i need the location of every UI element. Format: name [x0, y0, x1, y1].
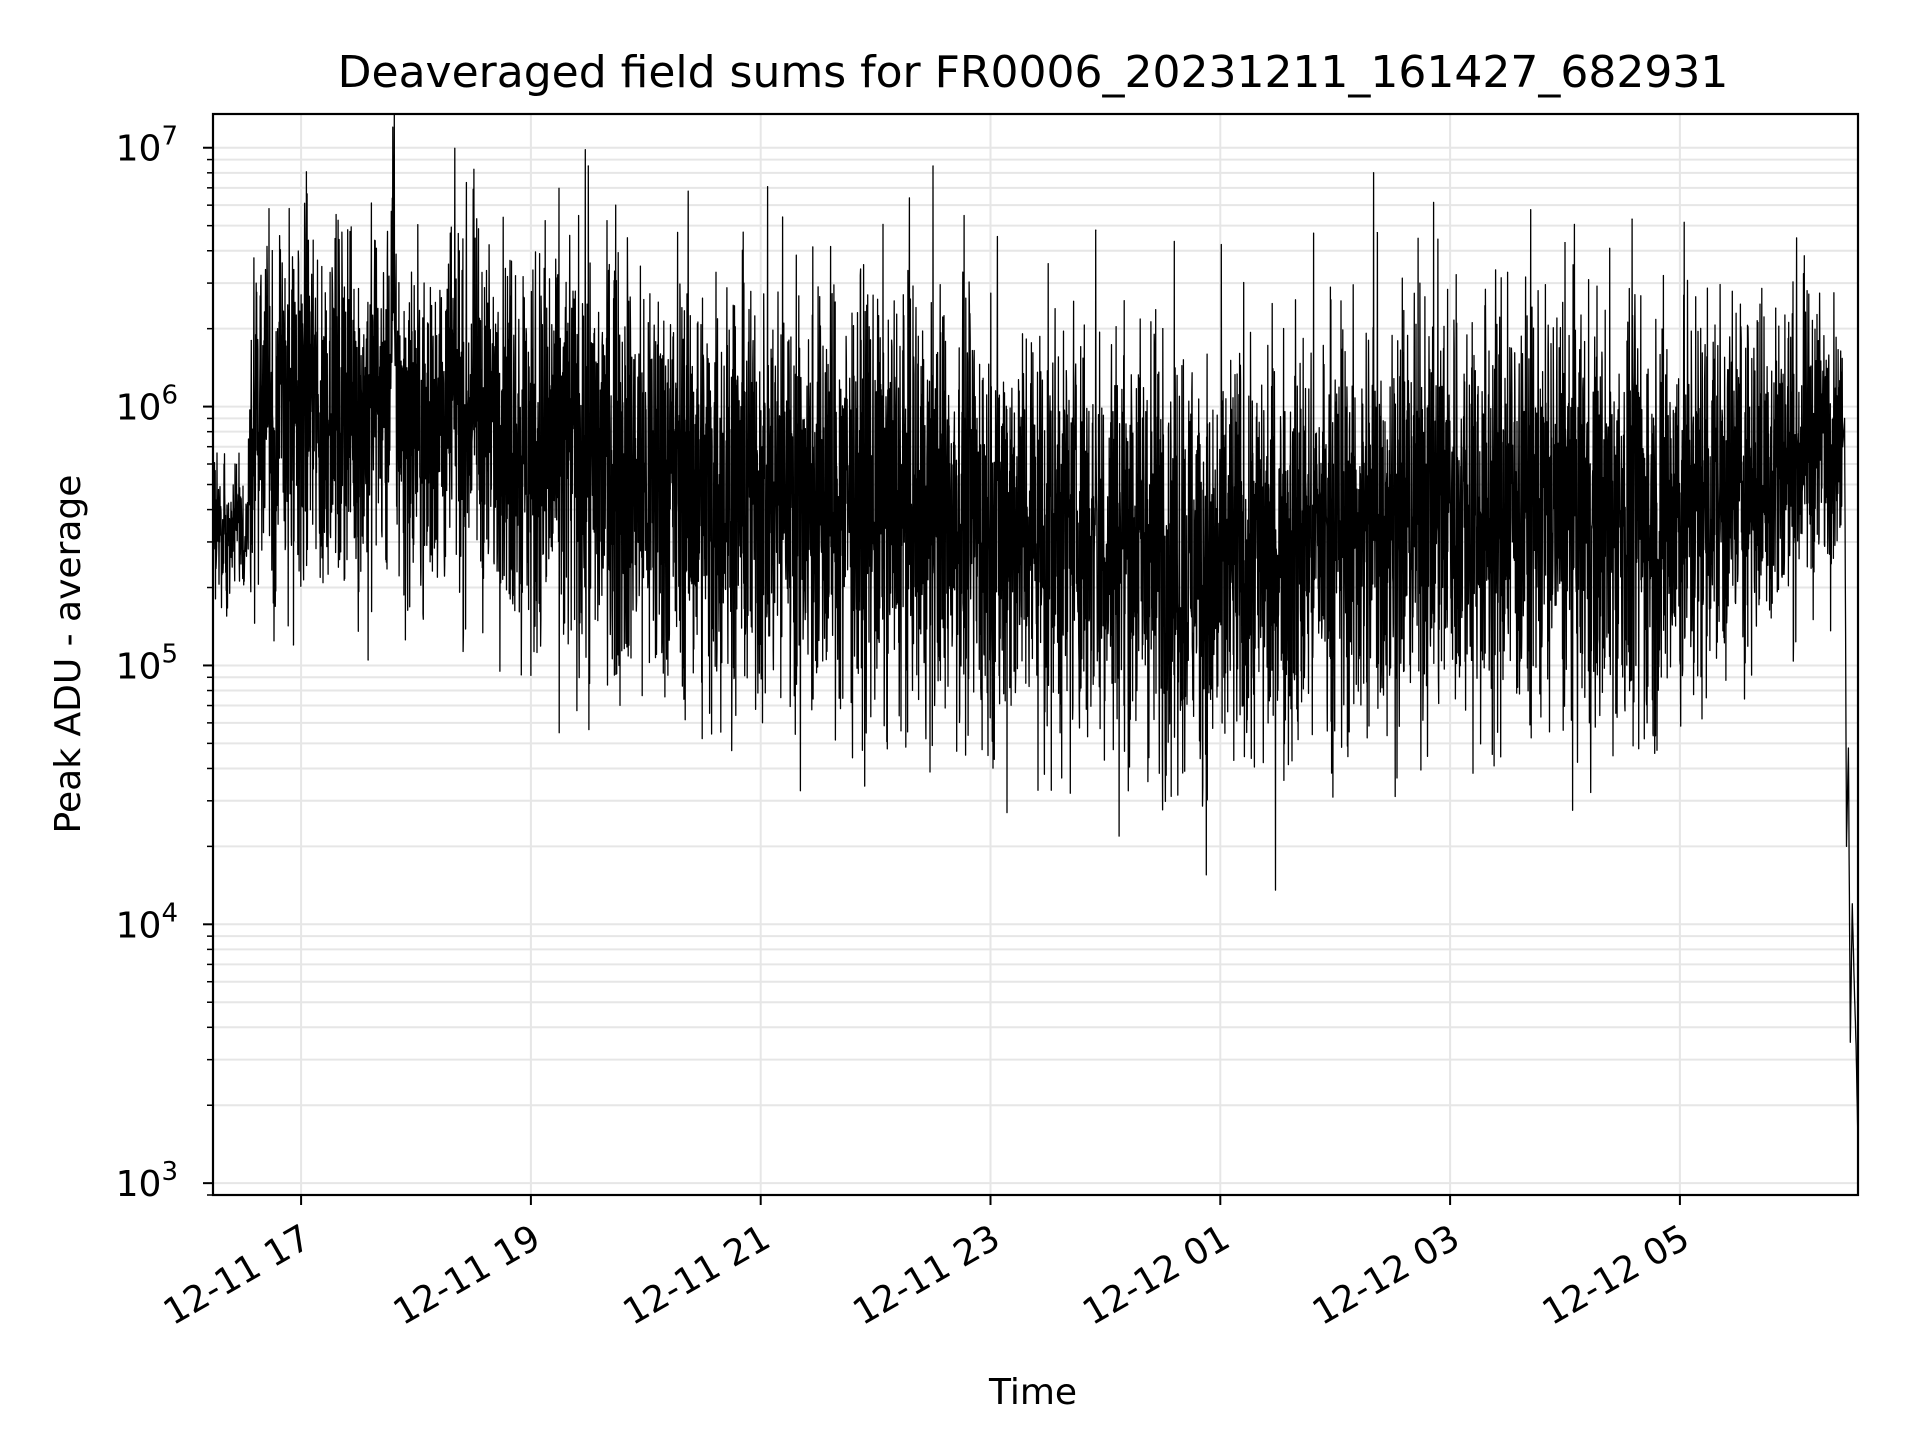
x-axis-label: Time: [988, 1372, 1077, 1413]
spike-point: [338, 302, 340, 305]
dip-point: [1679, 659, 1681, 661]
y-tick-label-exponent: 7: [161, 122, 178, 152]
y-tick-label: 106: [116, 381, 178, 429]
spike-point: [250, 339, 252, 342]
dip-point: [980, 687, 982, 689]
y-tick-label-exponent: 4: [161, 898, 178, 928]
y-tick-label-exponent: 6: [161, 381, 178, 411]
y-tick-label: 104: [116, 898, 178, 946]
spike-point: [1376, 232, 1378, 234]
dip-point: [520, 674, 522, 676]
data-series-line: [212, 113, 1859, 1146]
dip-point: [1267, 722, 1269, 724]
y-tick-label: 103: [116, 1157, 178, 1205]
dip-point: [606, 684, 609, 686]
chart-title: Deaveraged field sums for FR0006_2023121…: [338, 47, 1729, 98]
plot-frame: [211, 112, 1860, 1197]
dip-point: [798, 644, 800, 646]
y-tick-label: 107: [116, 122, 178, 170]
spike-point: [1372, 172, 1375, 174]
spike-point: [1564, 242, 1566, 244]
spike-point: [472, 242, 475, 244]
spike-point: [932, 165, 934, 167]
spike-point: [271, 250, 273, 252]
series-layer: [212, 113, 1859, 1146]
dip-point: [1593, 670, 1595, 672]
spike-point: [1506, 271, 1509, 273]
spike-point: [1095, 229, 1097, 231]
spike-point: [1631, 218, 1633, 220]
spike-point: [392, 195, 394, 197]
dip-point: [1066, 689, 1068, 692]
dip-point: [292, 644, 295, 646]
spike-point: [260, 286, 262, 288]
y-tick-label-base: 10: [116, 1164, 162, 1205]
y-tick-label-base: 10: [116, 129, 162, 170]
y-tick-label-base: 10: [116, 905, 162, 946]
y-axis-label: Peak ADU - average: [48, 475, 89, 834]
y-tick-label-base: 10: [116, 646, 162, 687]
spike-point: [1775, 307, 1777, 309]
y-tick-label-exponent: 3: [161, 1157, 178, 1187]
dip-point: [1210, 698, 1212, 700]
dip-point: [367, 659, 369, 661]
y-tick-label: 105: [116, 639, 178, 687]
dip-point: [1296, 708, 1298, 710]
spike-point: [1162, 328, 1164, 330]
y-tick-label-base: 10: [116, 388, 162, 429]
spike-point: [587, 165, 589, 167]
spike-point: [514, 275, 517, 277]
spike-point: [300, 294, 302, 296]
y-tick-label-exponent: 5: [161, 639, 178, 669]
